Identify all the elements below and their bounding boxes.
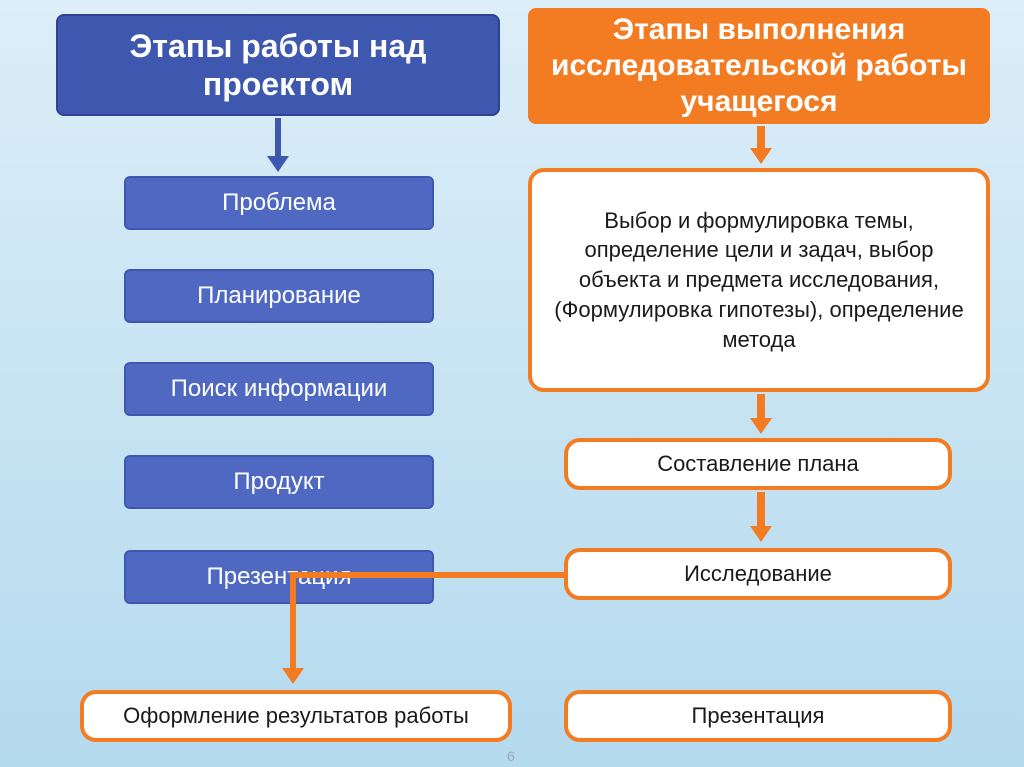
left-step-4: Продукт [124,455,434,509]
connector-vertical [290,572,296,670]
left-step-1: Проблема [124,176,434,230]
right-header: Этапы выполнения исследовательской работ… [528,8,990,124]
right-step-3: Презентация [564,690,952,742]
arrow-down-icon [267,156,289,172]
arrow-stem [275,118,281,158]
right-step-1: Составление плана [564,438,952,490]
bottom-result-box: Оформление результатов работы [80,690,512,742]
arrow-down-icon [750,526,772,542]
right-step-2: Исследование [564,548,952,600]
left-step-3: Поиск информации [124,362,434,416]
arrow-stem [757,492,765,528]
arrow-down-icon [750,418,772,434]
connector-horizontal [290,572,564,578]
arrow-stem [757,126,765,150]
arrow-down-icon [282,668,304,684]
arrow-down-icon [750,148,772,164]
slide-number: 6 [507,748,515,764]
left-header: Этапы работы над проектом [56,14,500,116]
right-big-step: Выбор и формулировка темы, определение ц… [528,168,990,392]
arrow-stem [757,394,765,420]
left-step-2: Планирование [124,269,434,323]
